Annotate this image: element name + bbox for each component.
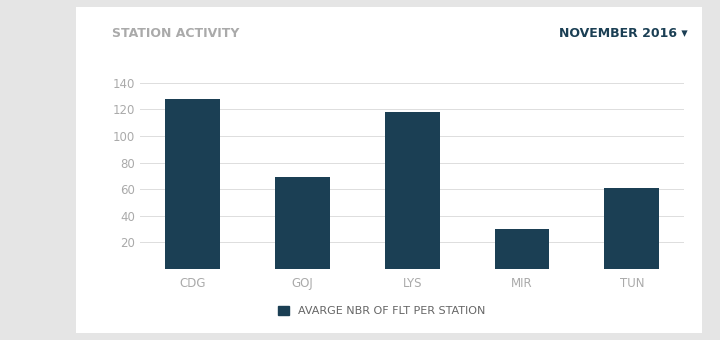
Bar	[275, 177, 330, 269]
Bar	[495, 229, 549, 269]
Text: STATION ACTIVITY: STATION ACTIVITY	[112, 27, 239, 40]
Bar	[384, 112, 440, 269]
Legend: AVARGE NBR OF FLT PER STATION: AVARGE NBR OF FLT PER STATION	[274, 302, 490, 321]
Bar	[604, 188, 660, 269]
Bar	[165, 99, 220, 269]
Text: NOVEMBER 2016 ▾: NOVEMBER 2016 ▾	[559, 27, 688, 40]
